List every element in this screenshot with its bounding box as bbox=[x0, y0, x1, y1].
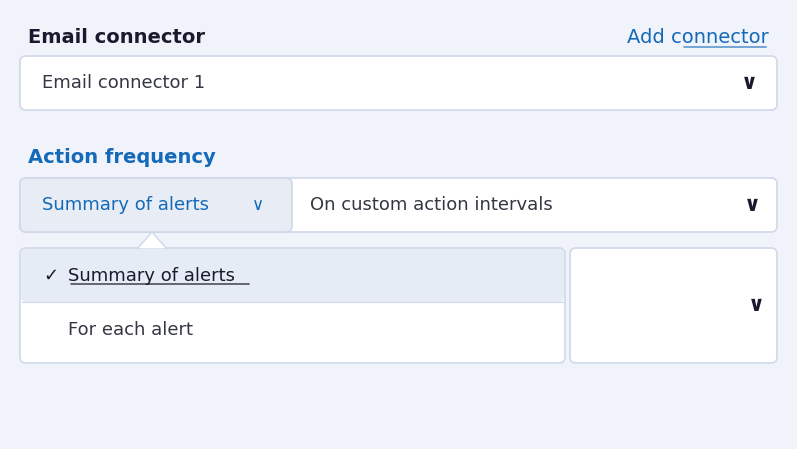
Text: Add connector: Add connector bbox=[627, 28, 769, 47]
Text: Email connector: Email connector bbox=[28, 28, 205, 47]
FancyBboxPatch shape bbox=[570, 248, 777, 363]
Text: ∨: ∨ bbox=[740, 73, 757, 93]
FancyBboxPatch shape bbox=[20, 178, 292, 232]
FancyBboxPatch shape bbox=[20, 178, 777, 232]
FancyBboxPatch shape bbox=[20, 248, 565, 363]
FancyBboxPatch shape bbox=[20, 56, 777, 110]
Text: ∨: ∨ bbox=[748, 295, 764, 315]
Text: ∨: ∨ bbox=[744, 195, 760, 215]
Text: On custom action intervals: On custom action intervals bbox=[310, 196, 553, 214]
Text: For each alert: For each alert bbox=[68, 321, 193, 339]
FancyBboxPatch shape bbox=[21, 249, 564, 302]
Text: Email connector 1: Email connector 1 bbox=[42, 74, 205, 92]
Polygon shape bbox=[137, 232, 167, 249]
Text: Summary of alerts: Summary of alerts bbox=[68, 267, 235, 285]
Text: Summary of alerts: Summary of alerts bbox=[42, 196, 209, 214]
Text: Action frequency: Action frequency bbox=[28, 148, 216, 167]
Text: ✓: ✓ bbox=[43, 267, 58, 285]
Text: ∨: ∨ bbox=[252, 196, 264, 214]
